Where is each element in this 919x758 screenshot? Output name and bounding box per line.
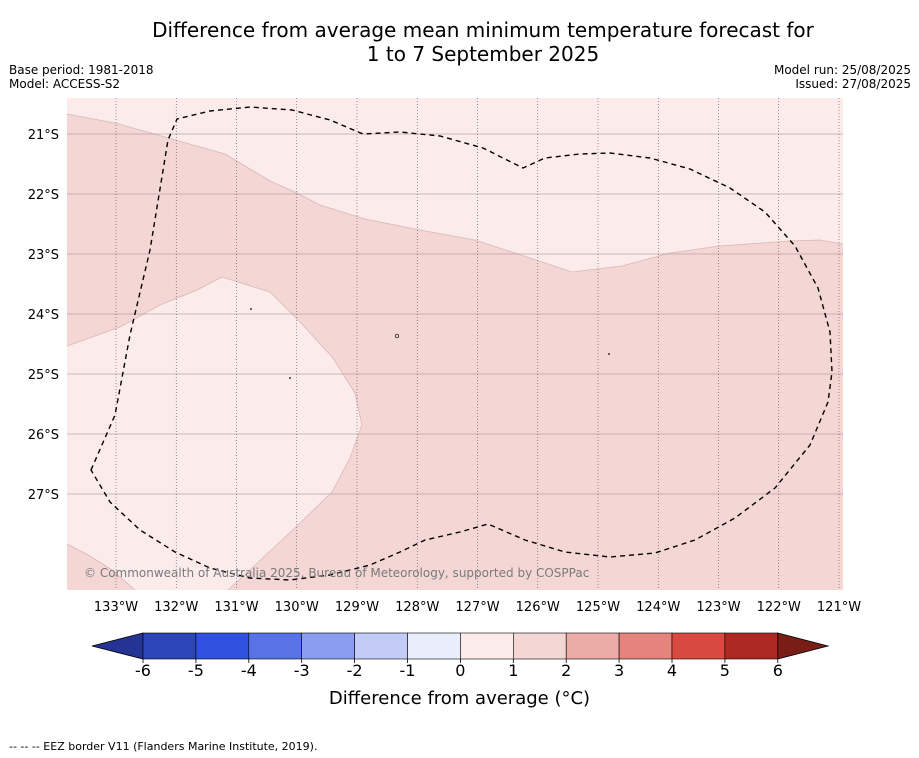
- issued-text: Issued: 27/08/2025: [795, 77, 911, 91]
- lon-label: 129°W: [335, 600, 379, 615]
- colorbar-tick-label: -2: [347, 661, 363, 680]
- footnote-text: -- -- -- EEZ border V11 (Flanders Marine…: [9, 740, 318, 753]
- colorbar-segment: [248, 632, 303, 660]
- colorbar-extend-high: [777, 632, 830, 660]
- lon-label: 133°W: [94, 600, 138, 615]
- latitude-labels: 21°S 22°S 23°S 24°S 25°S 26°S 27°S: [28, 128, 59, 503]
- title-line1: Difference from average mean minimum tem…: [152, 18, 814, 42]
- contour-west: [67, 276, 363, 590]
- eez-border: [90, 106, 833, 581]
- meta-right: Model run: 25/08/2025 Issued: 27/08/2025: [774, 63, 911, 91]
- lon-label: 121°W: [817, 600, 861, 615]
- colorbar-tick-label: 5: [720, 661, 730, 680]
- colorbar-segment: [195, 632, 250, 660]
- lat-label: 22°S: [28, 188, 59, 203]
- contour-southwest: [67, 543, 136, 590]
- colorbar-tick-label: -6: [135, 661, 151, 680]
- longitude-labels: 133°W 132°W 131°W 130°W 129°W 128°W 127°W 126°W…: [94, 600, 861, 615]
- colorbar-segment: [512, 632, 567, 660]
- colorbar-segment: [354, 632, 408, 660]
- chart-title: Difference from average mean minimum tem…: [0, 18, 919, 66]
- island-marker: [250, 308, 252, 310]
- colorbar-segment: [724, 632, 779, 660]
- colorbar-tick-label: 1: [508, 661, 518, 680]
- colorbar-tick-label: -4: [241, 661, 257, 680]
- colorbar-segment: [565, 632, 620, 660]
- island-marker: [289, 377, 291, 379]
- colorbar-segment: [407, 632, 461, 660]
- colorbar-tick-label: -5: [188, 661, 204, 680]
- colorbar: [91, 632, 830, 660]
- longitude-gridlines: [115, 98, 840, 590]
- lon-label: 132°W: [154, 600, 198, 615]
- colorbar-segment: [142, 632, 197, 660]
- colorbar-extend-low: [91, 632, 144, 660]
- lon-label: 126°W: [516, 600, 560, 615]
- contour-north: [67, 113, 843, 273]
- island-marker: [394, 333, 400, 339]
- meta-left: Base period: 1981-2018 Model: ACCESS-S2: [9, 63, 154, 91]
- lat-label: 24°S: [28, 308, 59, 323]
- zone-1-to-2: [67, 114, 843, 590]
- model-run-text: Model run: 25/08/2025: [773, 63, 911, 77]
- colorbar-tick-label: -3: [294, 661, 310, 680]
- colorbar-tick-label: 2: [561, 661, 571, 680]
- lat-label: 25°S: [28, 368, 59, 383]
- colorbar-tick-label: 0: [455, 661, 465, 680]
- lat-label: 21°S: [28, 128, 59, 143]
- colorbar-label: Difference from average (°C): [328, 688, 591, 709]
- colorbar-ticks: -6 -5 -4 -3 -2 -1 0 1 2 3 4 5 6: [135, 659, 783, 680]
- latitude-gridlines: [67, 133, 843, 495]
- lat-label: 26°S: [28, 428, 59, 443]
- colorbar-tick-label: 4: [667, 661, 677, 680]
- lat-label: 23°S: [28, 248, 59, 263]
- lat-label: 27°S: [28, 488, 59, 503]
- lon-label: 123°W: [696, 600, 740, 615]
- title-line2: 1 to 7 September 2025: [366, 42, 600, 66]
- base-period-text: Base period: 1981-2018: [9, 63, 154, 77]
- colorbar-segment: [671, 632, 726, 660]
- lon-label: 125°W: [576, 600, 620, 615]
- colorbar-segment: [618, 632, 673, 660]
- lon-label: 128°W: [395, 600, 439, 615]
- copyright-text: © Commonwealth of Australia 2025, Bureau…: [84, 566, 589, 580]
- colorbar-tick-label: -1: [400, 661, 416, 680]
- colorbar-segment: [460, 632, 514, 660]
- island-marker: [608, 353, 610, 355]
- colorbar-tick-label: 6: [773, 661, 783, 680]
- colorbar-tick-label: 3: [614, 661, 624, 680]
- map-area: © Commonwealth of Australia 2025, Bureau…: [67, 98, 843, 590]
- lon-label: 131°W: [214, 600, 258, 615]
- model-text: Model: ACCESS-S2: [9, 77, 121, 91]
- lon-label: 127°W: [455, 600, 499, 615]
- lon-label: 124°W: [636, 600, 680, 615]
- lon-label: 122°W: [757, 600, 801, 615]
- colorbar-segment: [301, 632, 355, 660]
- lon-label: 130°W: [275, 600, 319, 615]
